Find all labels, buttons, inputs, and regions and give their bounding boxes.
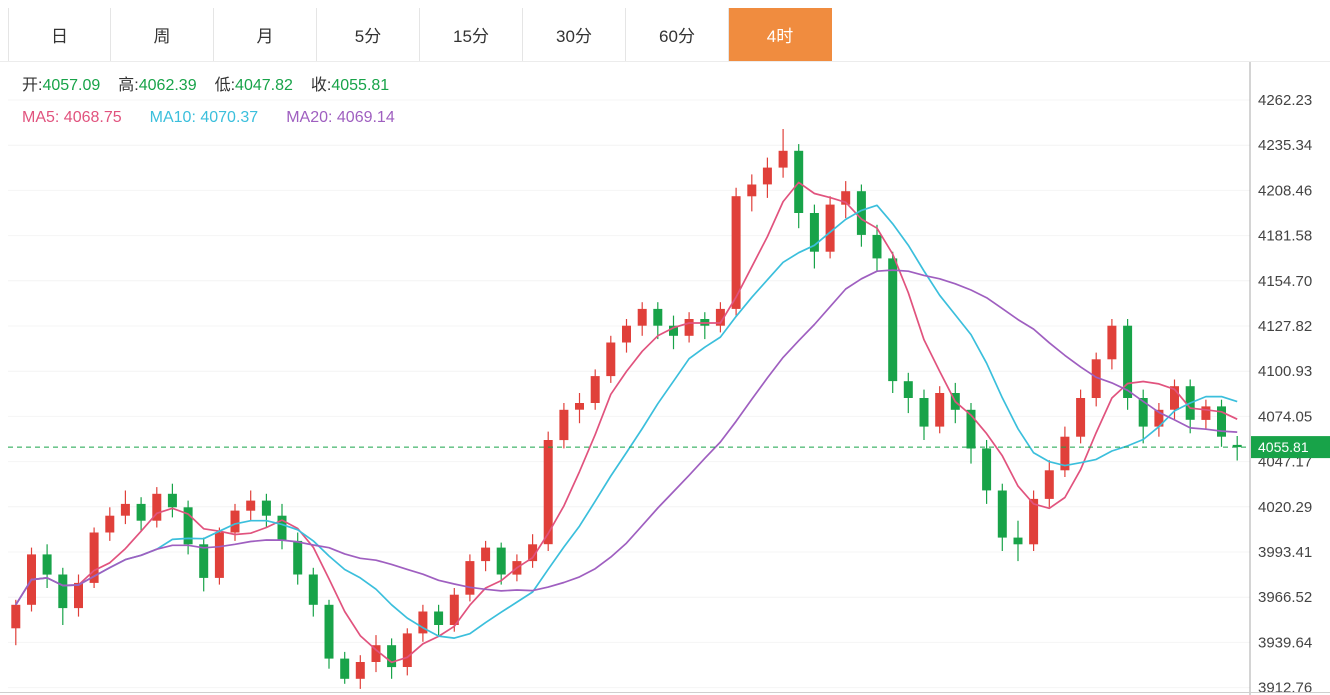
svg-text:4154.70: 4154.70: [1258, 273, 1312, 290]
tab-5min[interactable]: 5分: [317, 8, 420, 61]
y-axis-labels: 4262.23 4235.34 4208.46 4181.58 4154.70 4127.…: [1258, 92, 1312, 695]
tab-week[interactable]: 周: [111, 8, 214, 61]
svg-text:4262.23: 4262.23: [1258, 92, 1312, 109]
svg-text:3993.41: 3993.41: [1258, 544, 1312, 561]
gridlines: [8, 99, 1250, 689]
timeframe-tabbar: 日 周 月 5分 15分 30分 60分 4时: [0, 0, 1330, 62]
current-price-badge-text: 4055.81: [1258, 439, 1309, 455]
svg-text:4020.29: 4020.29: [1258, 499, 1312, 516]
tab-30min[interactable]: 30分: [523, 8, 626, 61]
ma5-line: [15, 181, 1238, 664]
candles: [11, 129, 1242, 689]
ma20-line: [15, 269, 1238, 606]
svg-text:4181.58: 4181.58: [1258, 228, 1312, 245]
ma10-line: [15, 204, 1238, 639]
candlestick-chart[interactable]: 4262.23 4235.34 4208.46 4181.58 4154.70 4127.…: [0, 62, 1330, 695]
current-price-badge: [1251, 436, 1330, 459]
tab-60min[interactable]: 60分: [626, 8, 729, 61]
svg-text:3912.76: 3912.76: [1258, 680, 1312, 695]
tab-month[interactable]: 月: [214, 8, 317, 61]
svg-text:3966.52: 3966.52: [1258, 589, 1312, 606]
svg-text:4100.93: 4100.93: [1258, 363, 1312, 380]
tab-day[interactable]: 日: [8, 8, 111, 61]
svg-text:4235.34: 4235.34: [1258, 137, 1312, 154]
svg-text:4208.46: 4208.46: [1258, 182, 1312, 199]
svg-text:4074.05: 4074.05: [1258, 408, 1312, 425]
tab-4hour[interactable]: 4时: [729, 8, 832, 61]
tab-15min[interactable]: 15分: [420, 8, 523, 61]
svg-text:4127.82: 4127.82: [1258, 318, 1312, 335]
svg-text:3939.64: 3939.64: [1258, 634, 1312, 651]
